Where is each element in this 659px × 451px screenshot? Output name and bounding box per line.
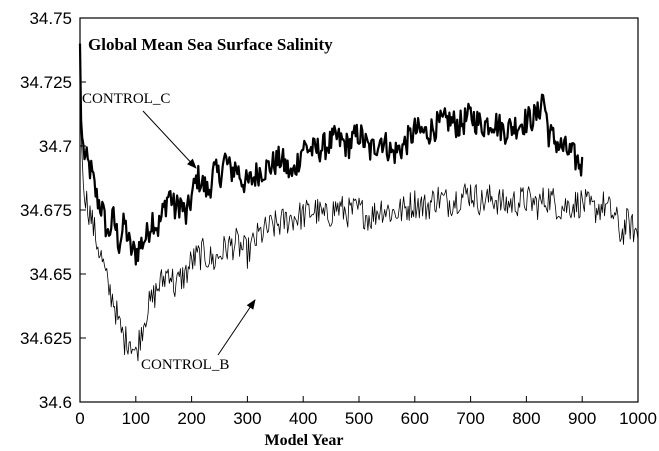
x-tick-label: 0 [75,409,84,428]
x-tick-label: 600 [401,409,429,428]
y-tick-label: 34.725 [20,73,72,92]
x-tick-label: 300 [233,409,261,428]
annotation-control-b: CONTROL_B [141,357,229,373]
annotation-control-c-arrow [142,110,197,169]
annotation-layer: CONTROL_C CONTROL_B [82,91,256,373]
annotation-control-c: CONTROL_C [82,91,170,107]
x-tick-label: 400 [289,409,317,428]
y-tick-label: 34.6 [39,393,72,412]
x-axis-title: Model Year [265,432,344,449]
series-line-control-b [79,69,639,362]
x-tick-label: 800 [512,409,540,428]
plot-frame [79,17,639,403]
x-tick-label: 700 [456,409,484,428]
series-layer [78,43,639,362]
x-axis: 0 100 200 300 400 500 600 700 800 900 1000 [75,396,657,428]
x-tick-label: 500 [345,409,373,428]
y-tick-label: 34.65 [29,265,72,284]
series-line-control-c [78,43,584,266]
y-tick-label: 34.75 [29,9,72,28]
chart-title: Global Mean Sea Surface Salinity [88,35,333,54]
y-axis: 34.6 34.625 34.65 34.675 34.7 34.725 34.75 [20,9,86,412]
x-tick-label: 1000 [619,409,657,428]
annotation-control-b-arrow [217,299,256,356]
x-tick-label: 900 [568,409,596,428]
y-tick-label: 34.625 [20,329,72,348]
x-tick-label: 200 [177,409,205,428]
x-tick-label: 100 [122,409,150,428]
y-tick-label: 34.675 [20,201,72,220]
y-tick-label: 34.7 [39,137,72,156]
